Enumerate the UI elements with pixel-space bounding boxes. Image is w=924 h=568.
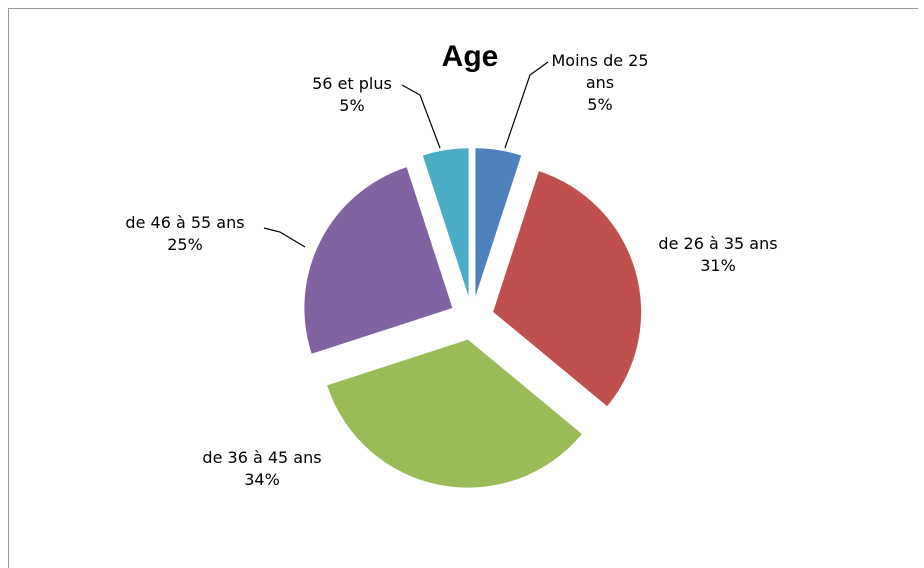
pie-slice [304, 167, 453, 354]
data-label: de 36 à 45 ans 34% [177, 447, 347, 491]
data-label: de 46 à 55 ans 25% [100, 212, 270, 256]
pie-slice [327, 339, 582, 488]
value-label: 25% [167, 235, 203, 254]
value-label: 5% [587, 95, 613, 114]
category-label: de 26 à 35 ans [658, 234, 778, 253]
leader-line [504, 61, 549, 149]
category-label: de 46 à 55 ans [125, 213, 245, 232]
value-label: 5% [339, 96, 365, 115]
data-label: de 26 à 35 ans 31% [633, 233, 803, 277]
leader-line [401, 84, 441, 149]
data-label: Moins de 25 ans 5% [540, 50, 660, 116]
value-label: 34% [244, 470, 280, 489]
value-label: 31% [700, 256, 736, 275]
chart-title: Age [441, 40, 499, 73]
leader-line [263, 227, 306, 248]
category-label: de 36 à 45 ans [202, 448, 322, 467]
leader-lines [263, 61, 549, 248]
category-label: 56 et plus [312, 74, 392, 93]
category-label: Moins de 25 ans [551, 51, 649, 92]
pie-slice [475, 148, 522, 297]
pie-slice [422, 148, 469, 297]
chart-frame [8, 8, 918, 568]
pie-slice [493, 171, 642, 407]
data-label: 56 et plus 5% [292, 73, 412, 117]
